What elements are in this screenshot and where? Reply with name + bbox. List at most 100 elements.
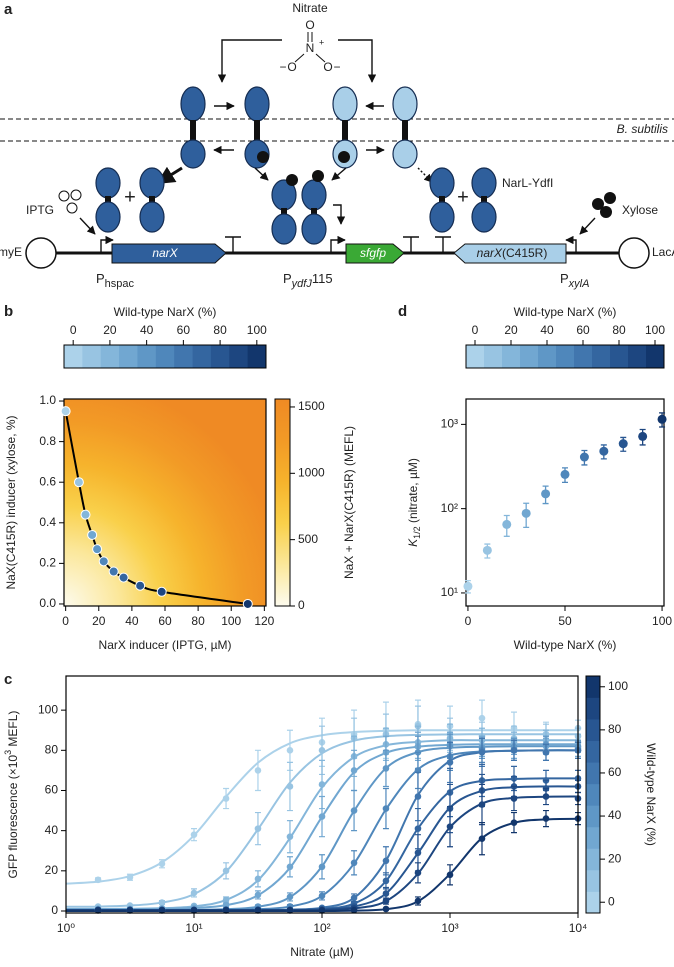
point — [382, 877, 390, 885]
point — [350, 807, 358, 814]
point — [414, 869, 422, 877]
point — [190, 831, 198, 838]
point — [414, 825, 422, 832]
y-tick-label: 1.0 — [39, 393, 56, 407]
membrane-label: B. subtilis — [617, 122, 668, 136]
point — [599, 446, 609, 456]
colorbar-band — [574, 345, 593, 368]
point — [382, 765, 390, 772]
colorbar-frame — [585, 675, 601, 914]
point — [222, 896, 230, 904]
colorbar-label: NaX + NarX(C415R) (MEFL) — [342, 426, 356, 579]
point — [414, 897, 422, 905]
x-axis-label: NarX inducer (IPTG, µM) — [99, 638, 232, 652]
colorbar-tick-label: 0 — [70, 323, 77, 337]
y-label-part: (nitrate, µM) — [406, 458, 420, 526]
colorbar-band — [586, 805, 600, 828]
point — [318, 863, 326, 871]
point — [222, 795, 230, 802]
locus-label: LacA — [652, 245, 674, 259]
gene-label: sfgfp — [360, 246, 386, 260]
colorbar-tick-label: 0 — [608, 894, 615, 908]
charge: − — [279, 60, 286, 74]
colorbar-tick-label: 60 — [576, 323, 590, 337]
colorbar-tick-label: 100 — [247, 323, 267, 337]
colorbar-band — [586, 676, 600, 698]
promoter — [330, 235, 346, 253]
xylose — [600, 206, 612, 218]
y-tick-label: 60 — [45, 783, 59, 797]
point — [318, 907, 326, 914]
point — [478, 749, 486, 756]
point — [286, 833, 294, 840]
colorbar-frame — [63, 344, 267, 369]
x-tick-label: 20 — [92, 614, 106, 628]
colorbar-tick-label: 1500 — [298, 399, 325, 413]
colorbar-band — [484, 345, 503, 368]
panel-a-diagram: Nitrate O N + O − O − B. subtilis + + Na… — [0, 1, 674, 290]
colorbar-band — [586, 783, 600, 806]
colorbar-tick-label: 60 — [177, 323, 191, 337]
plus: + — [124, 186, 136, 208]
y-axis-label: K1/2 (nitrate, µM) — [406, 458, 422, 547]
regulator — [139, 167, 165, 233]
colorbar-band — [502, 345, 521, 368]
point — [318, 813, 326, 820]
colorbar-band — [586, 891, 600, 914]
promoter-label: PydfJ115 — [283, 271, 333, 289]
point — [190, 907, 198, 914]
point — [318, 747, 326, 754]
colorbar-band — [586, 869, 600, 892]
x-tick-label: 10³ — [441, 921, 458, 935]
y-tick-label: 0.4 — [39, 515, 56, 529]
colorbar-band — [628, 345, 647, 368]
point — [135, 580, 146, 591]
gene-label: narX(C415R) — [477, 246, 548, 260]
point — [350, 859, 358, 867]
point — [318, 892, 326, 900]
point — [657, 414, 667, 424]
colorbar-band — [592, 345, 611, 368]
atom: O — [323, 60, 332, 74]
regulator-label: NarL-YdfI — [502, 176, 553, 190]
y-axis-label: GFP fluorescence (×103 MEFL) — [3, 711, 20, 879]
colorbar-tick-label: 1000 — [298, 465, 325, 479]
phosphate — [312, 170, 324, 182]
colorbar-tick-label: 20 — [103, 323, 117, 337]
arrow — [254, 167, 269, 181]
y-tick-label: 0.0 — [39, 596, 56, 610]
y-tick-label: 80 — [45, 742, 59, 756]
panel-label: a — [4, 1, 13, 18]
point — [286, 893, 294, 901]
phosphate — [257, 151, 269, 163]
point — [560, 469, 570, 479]
nitrate-label: Nitrate — [292, 1, 328, 15]
gene-suffix: (C415R) — [502, 246, 547, 260]
colorbar-tick-label: 80 — [608, 722, 622, 736]
colorbar-frame — [465, 344, 665, 369]
y-tick-label: 40 — [45, 823, 59, 837]
y-tick-label: 0 — [51, 903, 58, 917]
point — [92, 544, 103, 555]
locus-label: AmyE — [0, 245, 22, 259]
x-tick-label: 0 — [465, 614, 472, 628]
x-tick-label: 10¹ — [185, 921, 202, 935]
y-tick-label: 0.8 — [39, 434, 56, 448]
promoter — [565, 235, 577, 253]
point — [126, 873, 134, 881]
regulator — [429, 167, 455, 233]
y-tick-label: 10³ — [441, 417, 458, 431]
x-tick-label: 100 — [221, 614, 241, 628]
point — [222, 907, 230, 914]
point — [521, 508, 531, 518]
colorbar-band — [210, 345, 230, 368]
point — [414, 849, 422, 857]
colorbar-tick-label: 40 — [140, 323, 154, 337]
bound-regulator — [301, 179, 327, 245]
bond — [294, 53, 305, 63]
y-tick-label: 100 — [38, 702, 58, 716]
point — [126, 907, 134, 914]
y-label-part: 3 — [3, 750, 13, 755]
colorbar-band — [586, 740, 600, 763]
arrow — [331, 167, 347, 181]
